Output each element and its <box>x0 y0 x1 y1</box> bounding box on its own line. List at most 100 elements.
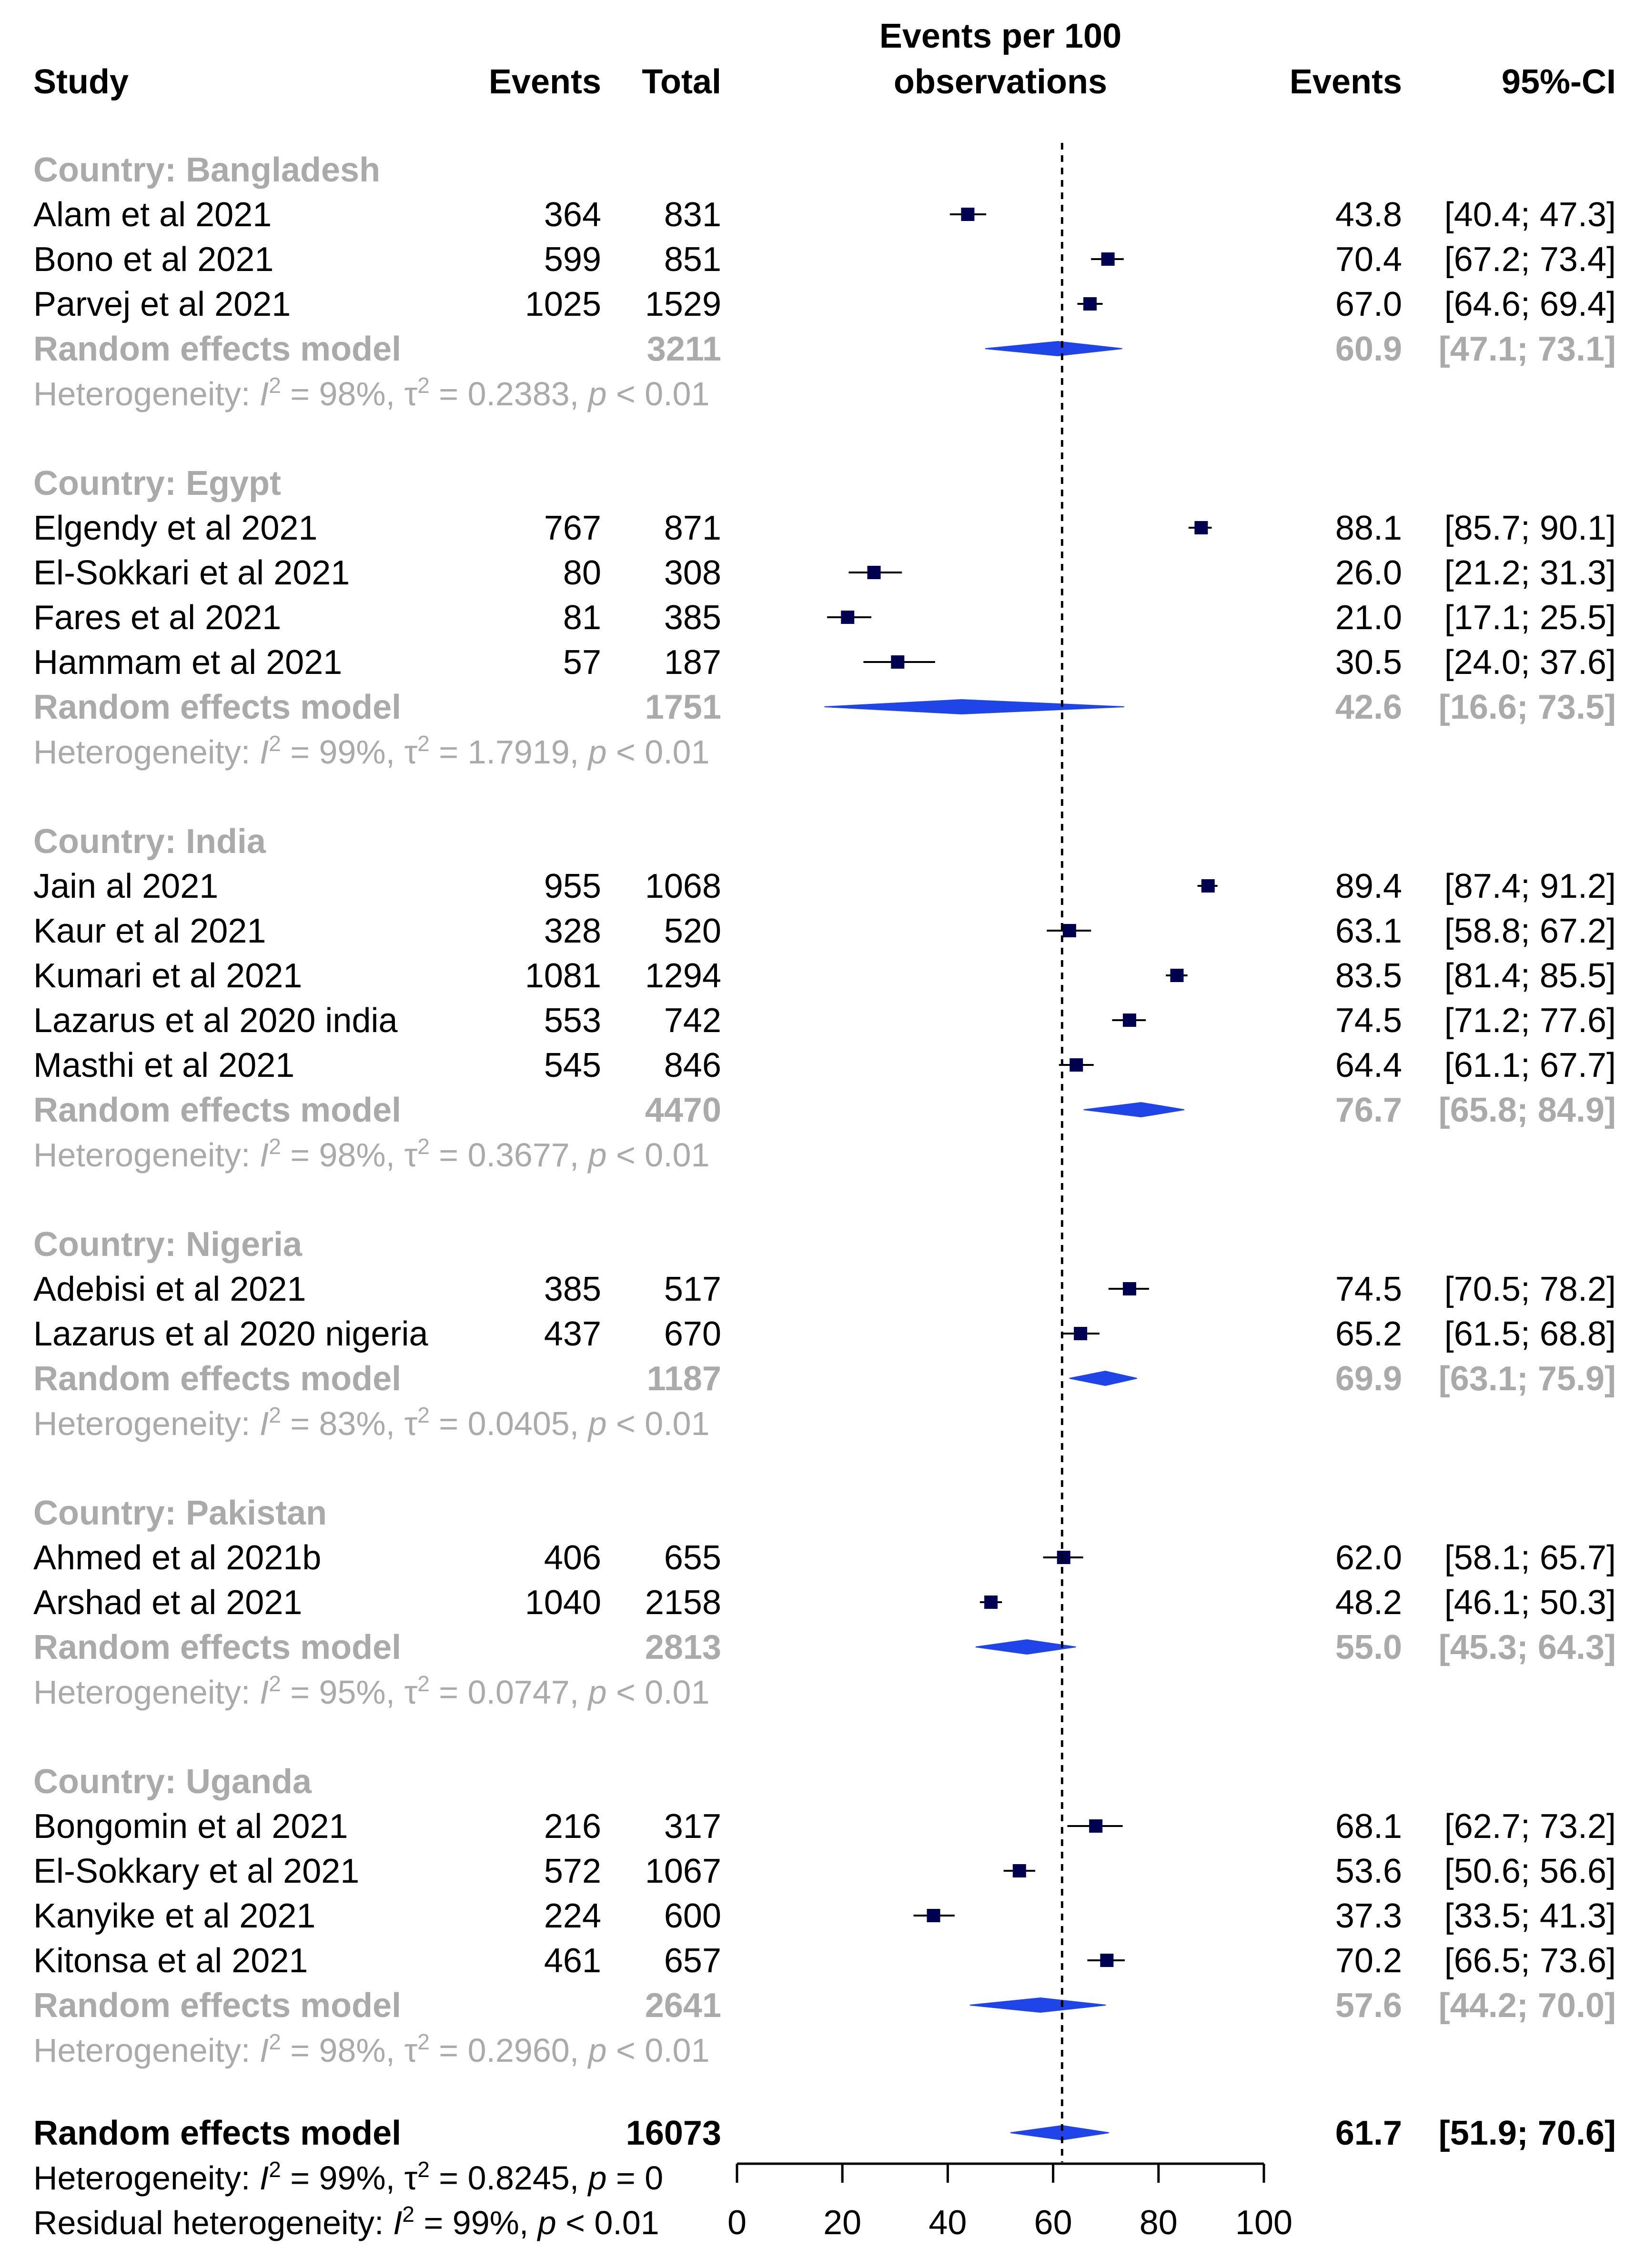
group-label: Country: Egypt <box>33 464 281 502</box>
study-total: 308 <box>664 554 721 592</box>
study-total: 831 <box>664 196 721 234</box>
study-events: 328 <box>544 912 601 950</box>
study-name: Adebisi et al 2021 <box>33 1270 306 1308</box>
overall-diamond <box>1010 2125 1109 2141</box>
study-total: 2158 <box>645 1584 721 1622</box>
group-model-ci: [47.1; 73.1] <box>1439 330 1616 368</box>
header-study: Study <box>33 63 129 101</box>
study-square <box>1062 924 1076 937</box>
study-events: 1025 <box>525 285 601 323</box>
header-events-right: Events <box>1290 63 1402 101</box>
group-diamond <box>824 699 1124 715</box>
study-estimate: 30.5 <box>1335 643 1402 682</box>
group-heterogeneity: Heterogeneity: I2 = 95%, τ2 = 0.0747, p … <box>33 1671 710 1711</box>
group-model-estimate: 55.0 <box>1335 1628 1402 1666</box>
overall-ci: [51.9; 70.6] <box>1439 2114 1616 2152</box>
study-estimate: 64.4 <box>1335 1046 1402 1084</box>
study-square <box>1122 1282 1136 1295</box>
study-ci: [61.5; 68.8] <box>1444 1315 1616 1353</box>
group-model-total: 3211 <box>647 330 721 368</box>
group-model-estimate: 57.6 <box>1335 1987 1402 2025</box>
x-axis-tick-label: 40 <box>928 2204 967 2242</box>
study-estimate: 70.2 <box>1335 1942 1402 1980</box>
group-model-ci: [63.1; 75.9] <box>1439 1360 1616 1398</box>
group-diamond <box>985 341 1122 357</box>
study-square <box>841 611 855 624</box>
overall-heterogeneity: Heterogeneity: I2 = 99%, τ2 = 0.8245, p … <box>33 2157 663 2197</box>
study-ci: [17.1; 25.5] <box>1444 599 1616 637</box>
study-total: 317 <box>664 1807 721 1846</box>
study-ci: [24.0; 37.6] <box>1444 643 1616 682</box>
study-estimate: 43.8 <box>1335 196 1402 234</box>
study-name: Bongomin et al 2021 <box>33 1807 348 1846</box>
header-events: Events <box>489 63 601 101</box>
study-events: 364 <box>544 196 601 234</box>
group-model-ci: [16.6; 73.5] <box>1439 688 1616 726</box>
group-diamond <box>969 1997 1106 2013</box>
study-estimate: 26.0 <box>1335 554 1402 592</box>
study-ci: [21.2; 31.3] <box>1444 554 1616 592</box>
study-total: 187 <box>664 643 721 682</box>
study-ci: [40.4; 47.3] <box>1444 196 1616 234</box>
study-total: 742 <box>664 1002 721 1040</box>
study-total: 851 <box>664 241 721 279</box>
x-axis-tick-label: 100 <box>1235 2204 1292 2242</box>
study-events: 572 <box>544 1852 601 1890</box>
study-events: 599 <box>544 241 601 279</box>
study-events: 385 <box>544 1270 601 1308</box>
study-events: 1081 <box>525 957 601 995</box>
group-model-label: Random effects model <box>33 1628 401 1666</box>
study-estimate: 68.1 <box>1335 1807 1402 1846</box>
study-ci: [70.5; 78.2] <box>1444 1270 1616 1308</box>
study-events: 57 <box>563 643 601 682</box>
group-diamond <box>975 1639 1076 1655</box>
study-ci: [81.4; 85.5] <box>1444 957 1616 995</box>
study-estimate: 88.1 <box>1335 509 1402 547</box>
study-estimate: 48.2 <box>1335 1584 1402 1622</box>
group-heterogeneity: Heterogeneity: I2 = 98%, τ2 = 0.2960, p … <box>33 2029 710 2069</box>
study-events: 955 <box>544 867 601 905</box>
group-model-label: Random effects model <box>33 1360 401 1398</box>
study-name: Kanyike et al 2021 <box>33 1897 315 1935</box>
group-diamond <box>1069 1370 1137 1386</box>
study-total: 846 <box>664 1046 721 1084</box>
study-estimate: 63.1 <box>1335 912 1402 950</box>
group-heterogeneity: Heterogeneity: I2 = 98%, τ2 = 0.3677, p … <box>33 1134 710 1174</box>
group-model-label: Random effects model <box>33 688 401 726</box>
study-estimate: 37.3 <box>1335 1897 1402 1935</box>
study-estimate: 74.5 <box>1335 1270 1402 1308</box>
study-square <box>1201 879 1215 893</box>
group-heterogeneity: Heterogeneity: I2 = 98%, τ2 = 0.2383, p … <box>33 373 710 412</box>
study-name: Kitonsa et al 2021 <box>33 1942 308 1980</box>
group-model-ci: [44.2; 70.0] <box>1439 1987 1616 2025</box>
study-square <box>1194 521 1208 534</box>
study-total: 871 <box>664 509 721 547</box>
study-ci: [46.1; 50.3] <box>1444 1584 1616 1622</box>
study-total: 1067 <box>645 1852 721 1890</box>
group-model-label: Random effects model <box>33 1987 401 2025</box>
study-name: Kaur et al 2021 <box>33 912 266 950</box>
study-name: Alam et al 2021 <box>33 196 272 234</box>
group-model-total: 1751 <box>645 688 721 726</box>
study-ci: [85.7; 90.1] <box>1444 509 1616 547</box>
study-events: 461 <box>544 1942 601 1980</box>
overall-model-total: 16073 <box>626 2114 721 2152</box>
study-total: 600 <box>664 1897 721 1935</box>
study-square <box>1101 252 1115 266</box>
study-square <box>1070 1058 1083 1072</box>
study-total: 520 <box>664 912 721 950</box>
study-estimate: 83.5 <box>1335 957 1402 995</box>
study-total: 655 <box>664 1539 721 1577</box>
study-square <box>927 1909 940 1922</box>
group-heterogeneity: Heterogeneity: I2 = 83%, τ2 = 0.0405, p … <box>33 1403 710 1442</box>
study-events: 437 <box>544 1315 601 1353</box>
study-ci: [67.2; 73.4] <box>1444 241 1616 279</box>
study-square <box>1057 1551 1070 1564</box>
study-total: 657 <box>664 1942 721 1980</box>
study-name: Fares et al 2021 <box>33 599 281 637</box>
study-total: 517 <box>664 1270 721 1308</box>
study-ci: [58.1; 65.7] <box>1444 1539 1616 1577</box>
study-square <box>891 655 905 669</box>
header-ci: 95%-CI <box>1502 63 1616 101</box>
study-name: Bono et al 2021 <box>33 241 273 279</box>
